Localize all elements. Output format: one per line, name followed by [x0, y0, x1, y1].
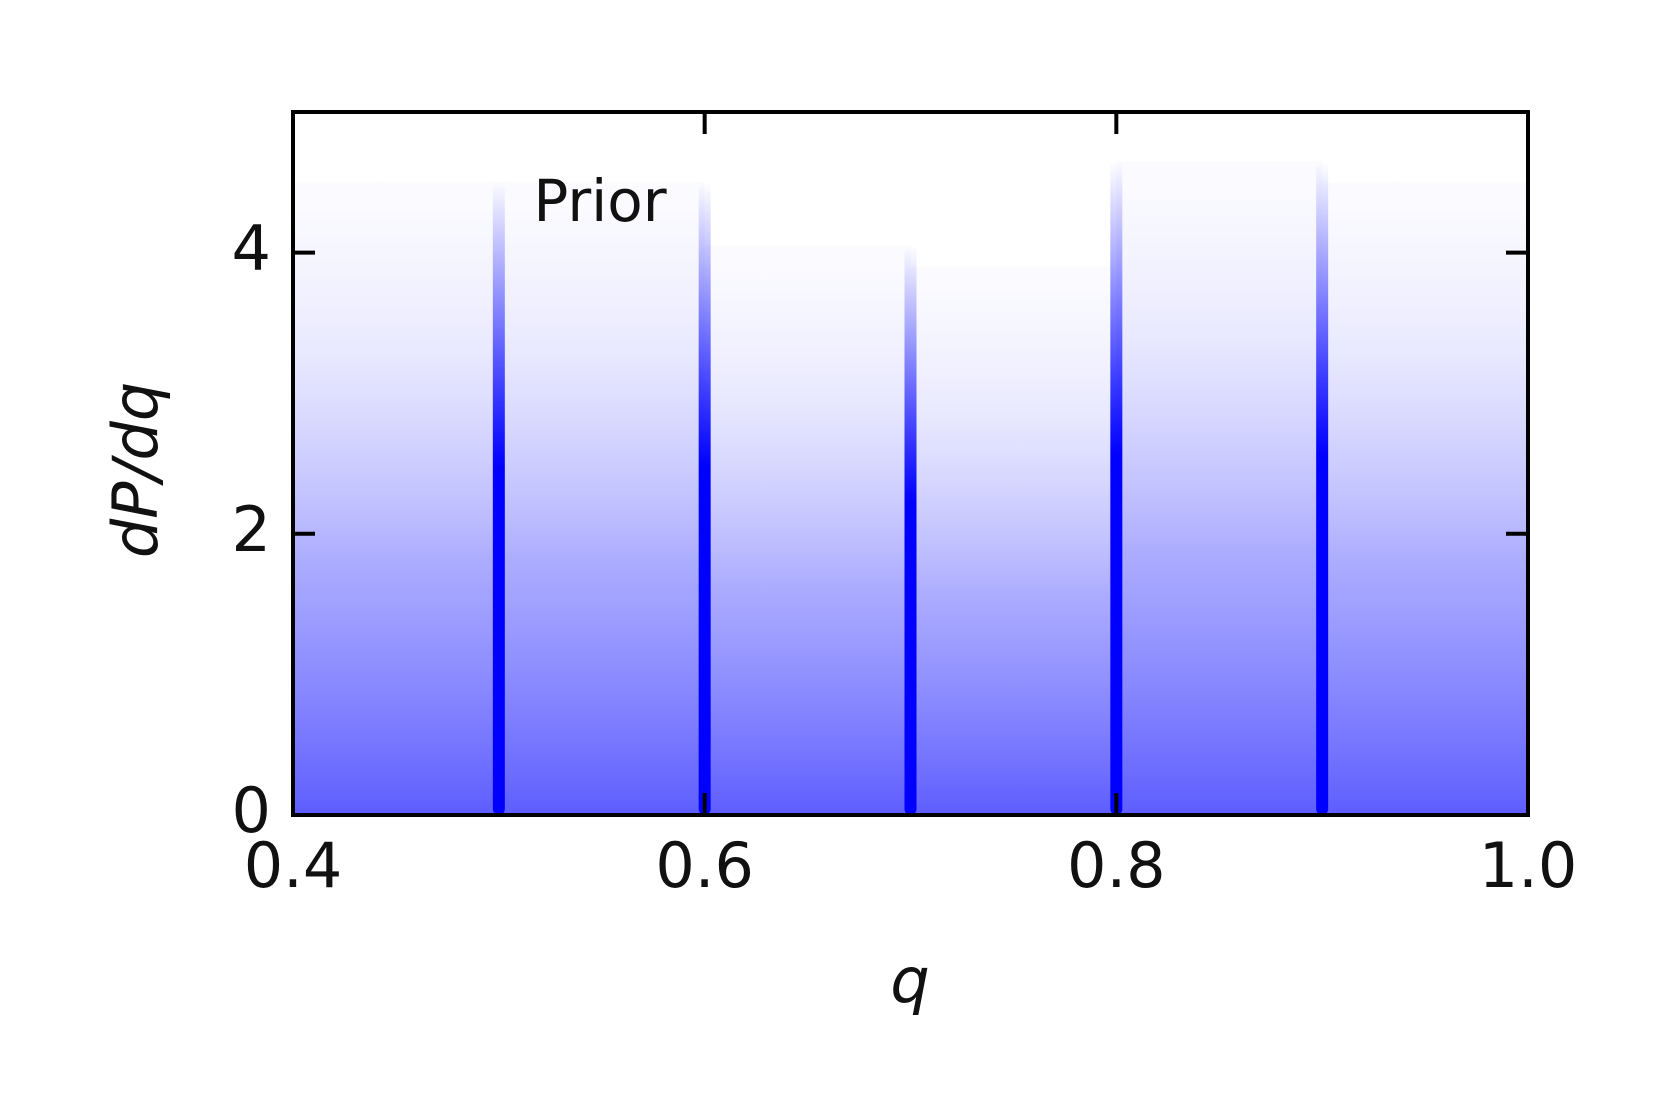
plot-area [293, 161, 1528, 816]
histogram-bar [704, 245, 911, 815]
y-tick-label: 0 [232, 774, 271, 847]
histogram-bar [498, 182, 705, 816]
x-axis-label: q [890, 944, 929, 1017]
bin-edge [698, 182, 711, 816]
bin-edge [904, 245, 917, 815]
histogram-bar [1116, 161, 1323, 815]
annotation: Prior [533, 167, 666, 235]
histogram-bar [293, 182, 499, 816]
x-tick-label: 0.6 [655, 829, 754, 902]
bin-edge [1316, 161, 1329, 815]
histogram-bar [1322, 182, 1528, 816]
y-axis-label: dP/dq [99, 382, 172, 558]
bin-edge [492, 182, 505, 816]
y-tick-label: 2 [232, 493, 271, 566]
y-tick-label: 4 [232, 212, 271, 285]
x-tick-label: 0.8 [1067, 829, 1166, 902]
bin-edge [1110, 161, 1123, 815]
axes-frame [291, 110, 1530, 817]
histogram-bar [910, 266, 1117, 815]
x-tick-label: 1.0 [1479, 829, 1578, 902]
x-tick-label: 0.4 [244, 829, 343, 902]
